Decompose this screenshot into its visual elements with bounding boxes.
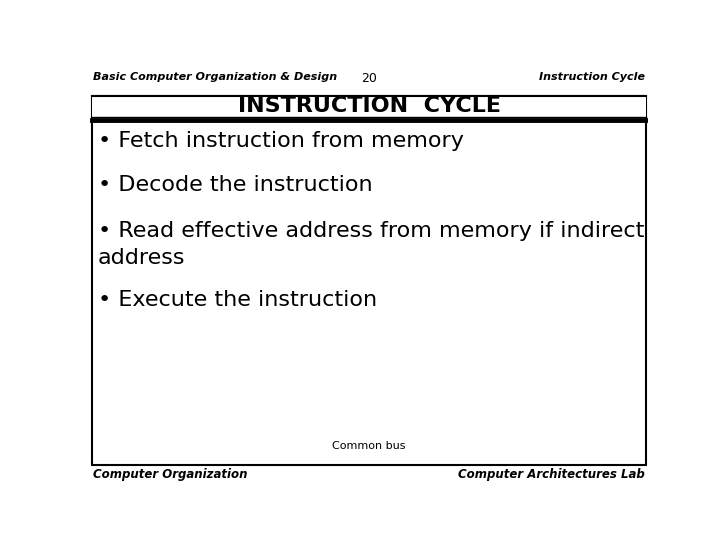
Text: Common bus: Common bus bbox=[332, 441, 406, 451]
Bar bbox=[91, 96, 647, 465]
Text: • Decode the instruction: • Decode the instruction bbox=[98, 175, 372, 195]
Text: Basic Computer Organization & Design: Basic Computer Organization & Design bbox=[93, 72, 337, 83]
Text: 20: 20 bbox=[361, 72, 377, 85]
Text: Instruction Cycle: Instruction Cycle bbox=[539, 72, 645, 83]
Text: Computer Architectures Lab: Computer Architectures Lab bbox=[458, 468, 645, 481]
Text: Computer Organization: Computer Organization bbox=[93, 468, 248, 481]
Text: • Fetch instruction from memory: • Fetch instruction from memory bbox=[98, 131, 464, 151]
Text: INSTRUCTION  CYCLE: INSTRUCTION CYCLE bbox=[238, 96, 500, 116]
Text: • Execute the instruction: • Execute the instruction bbox=[98, 291, 377, 310]
Text: • Read effective address from memory if indirect
address: • Read effective address from memory if … bbox=[98, 221, 644, 267]
Bar bbox=[91, 96, 647, 117]
